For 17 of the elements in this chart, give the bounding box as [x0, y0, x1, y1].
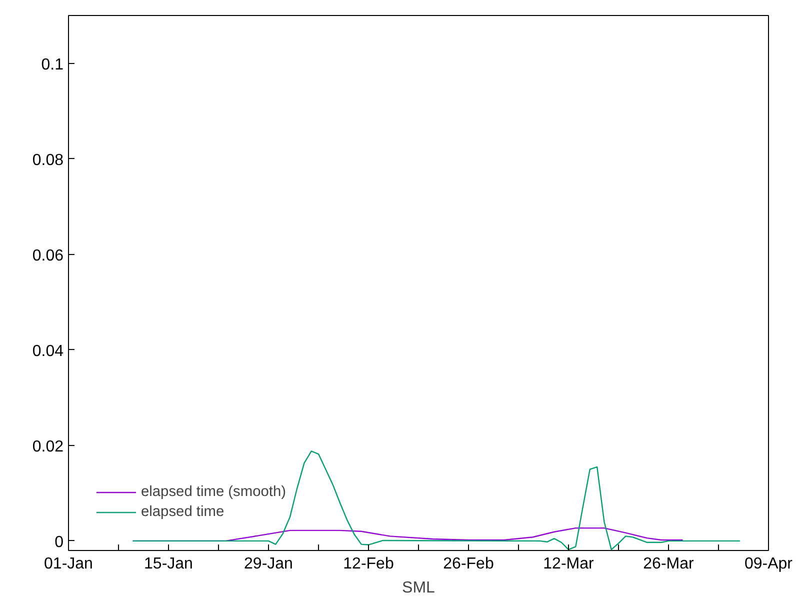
y-tick-label: 0 [54, 534, 64, 551]
x-tick-label: 26-Mar [643, 556, 695, 572]
x-tick-label: 29-Jan [244, 556, 293, 572]
x-tick-label: 12-Mar [543, 556, 595, 572]
x-tick-label: 01-Jan [44, 556, 93, 572]
y-tick-label: 0.1 [41, 56, 64, 74]
x-tick-label: 09-Apr [744, 556, 794, 572]
x-axis-title: SML [402, 580, 436, 596]
x-tick-label: 12-Feb [343, 556, 394, 572]
y-tick-label: 0.06 [32, 247, 64, 264]
y-tick-label: 0.04 [32, 342, 64, 360]
legend-label: elapsed time (smooth) [141, 484, 286, 500]
y-tick-label: 0.02 [32, 438, 64, 456]
y-tick-label: 0.08 [32, 152, 64, 169]
x-tick-label: 15-Jan [144, 556, 193, 572]
legend-label: elapsed time [141, 504, 224, 520]
x-tick-label: 26-Feb [443, 556, 494, 572]
